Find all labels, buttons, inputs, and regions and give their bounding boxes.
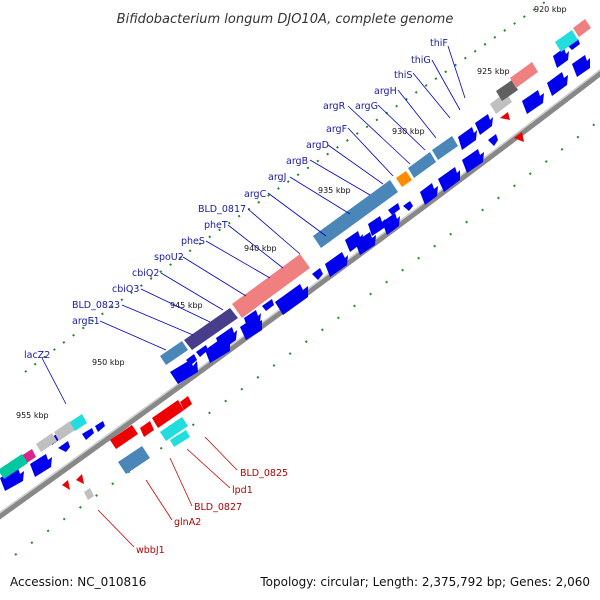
gene-label: wbbJ1 xyxy=(136,545,165,556)
accession-text: Accession: NC_010816 xyxy=(10,575,146,589)
kbp-label: 950 kbp xyxy=(92,358,125,367)
gene-label: argF xyxy=(326,124,347,135)
kbp-label: 930 kbp xyxy=(392,127,425,136)
gene-label: BLD_0823 xyxy=(72,300,120,311)
kbp-ticks: 920 kbp 925 kbp 930 kbp 935 kbp 940 kbp … xyxy=(16,5,567,420)
gene-label: argE1 xyxy=(72,316,100,327)
label-leaders xyxy=(41,45,466,548)
gene-label: thiS xyxy=(394,70,412,81)
gene-label: spoU2 xyxy=(154,252,184,263)
gene-label: argC xyxy=(244,189,267,200)
gene-label: thiF xyxy=(430,38,448,49)
outer-strand-genes xyxy=(48,39,580,445)
feature-boxes xyxy=(0,19,591,479)
gene-label: thiG xyxy=(411,55,431,66)
gene-label: glnA2 xyxy=(174,517,201,528)
gene-label: argD xyxy=(306,140,329,151)
inner-features xyxy=(62,112,524,500)
gene-label: lacZ2 xyxy=(24,350,50,361)
kbp-label: 925 kbp xyxy=(477,67,510,76)
tick-ring-outer xyxy=(24,0,550,373)
gene-label: argR xyxy=(323,101,346,112)
gene-label: argG xyxy=(355,101,378,112)
kbp-label: 940 kbp xyxy=(244,244,277,253)
kbp-label: 935 kbp xyxy=(318,186,351,195)
gene-label: BLD_0817 xyxy=(198,204,246,215)
inner-strand-genes xyxy=(0,55,590,491)
gene-label: argB xyxy=(286,156,308,167)
gene-label: cbiO3 xyxy=(112,284,139,295)
map-title: Bifidobacterium longum DJO10A, complete … xyxy=(117,12,454,27)
gene-label: BLD_0827 xyxy=(194,502,242,513)
gene-label: BLD_0825 xyxy=(240,468,288,479)
kbp-label: 955 kbp xyxy=(16,411,49,420)
gene-label: argJ xyxy=(268,172,286,183)
gene-label: pheS xyxy=(181,236,205,247)
kbp-label: 945 kbp xyxy=(170,301,203,310)
gene-label: pheT xyxy=(204,220,228,231)
gene-labels-bottom: BLD_0825 lpd1 BLD_0827 glnA2 wbbJ1 xyxy=(136,468,288,556)
gene-label: argH xyxy=(374,86,397,97)
gene-label: cbiQ2 xyxy=(132,268,159,279)
topology-text: Topology: circular; Length: 2,375,792 bp… xyxy=(259,575,590,589)
gene-labels-top: thiF thiG thiS argH argG argR argF argD … xyxy=(24,38,448,361)
tick-ring-inner xyxy=(14,119,600,556)
kbp-label: 920 kbp xyxy=(534,5,567,14)
gene-label: lpd1 xyxy=(232,485,253,496)
